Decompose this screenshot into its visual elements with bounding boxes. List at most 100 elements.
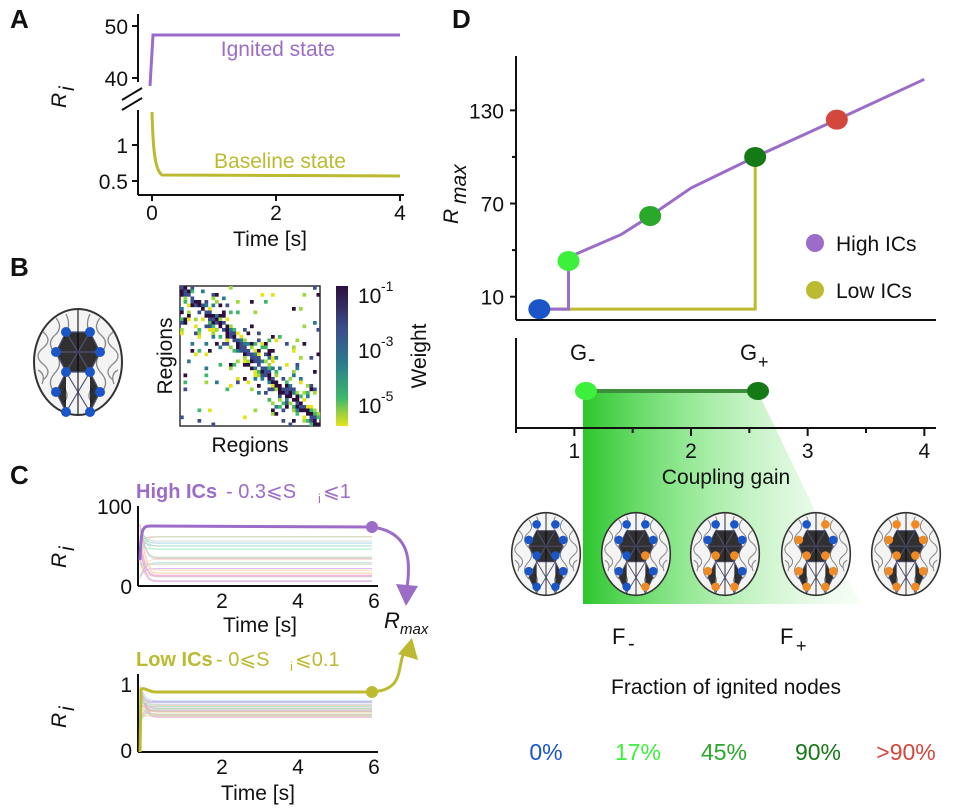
matrix-cell [211, 314, 216, 318]
matrix-cell [236, 310, 240, 315]
matrix-cell [211, 303, 216, 308]
matrix-cell [292, 349, 296, 353]
matrix-cell [302, 398, 307, 402]
matrix-cell [260, 293, 265, 297]
matrix-cell [183, 317, 188, 322]
matrix-cell [299, 380, 303, 385]
node-trace [139, 548, 372, 582]
matrix-cell [183, 387, 188, 392]
matrix-cell [225, 328, 230, 332]
high-ics-node-traces [139, 523, 372, 582]
matrix-cell [236, 377, 240, 381]
matrix-cell [257, 338, 261, 343]
matrix-cell [295, 366, 300, 371]
brain-node [532, 551, 541, 560]
matrix-cell [260, 370, 265, 374]
brain-icon-4 [870, 511, 942, 597]
matrix-cell [292, 307, 296, 311]
matrix-cell [271, 387, 275, 392]
matrix-cell [215, 317, 219, 322]
panel-c-bottom-xlabel: Time [s] [221, 782, 295, 805]
matrix-cell [215, 300, 219, 304]
matrix-cell [183, 373, 188, 378]
matrix-cell [180, 286, 184, 290]
matrix-cell [180, 415, 184, 420]
matrix-cell [225, 331, 230, 336]
panel-c: C High ICs - 0.3⩽S i ⩽1 100 0 2 4 6 Time… [10, 460, 429, 805]
matrix-cell [267, 356, 272, 360]
matrix-cell [197, 310, 202, 315]
xtick-label: 4 [918, 440, 930, 463]
panel-a: A 50 40 1 0.5 0 2 4 Time [s] R i Ignited… [10, 4, 406, 251]
matrix-cell [246, 352, 251, 357]
data-point [825, 109, 848, 130]
matrix-cell [239, 349, 244, 353]
matrix-cell [243, 356, 247, 360]
matrix-cell [208, 349, 212, 353]
matrix-cell [295, 391, 300, 395]
matrix-cell [253, 342, 258, 346]
svg-text:i: i [56, 545, 79, 551]
matrix-cell [274, 338, 279, 343]
matrix-cell [232, 349, 237, 353]
matrix-cell [295, 412, 300, 416]
matrix-cell [208, 314, 212, 318]
matrix-cell [281, 419, 286, 423]
low-ics-title: Low ICs - 0⩽S i ⩽0.1 [136, 649, 340, 674]
matrix-cell [309, 356, 314, 360]
matrix-cell [208, 310, 212, 315]
matrix-cell [285, 384, 289, 388]
matrix-cell [250, 345, 254, 350]
brain-node [558, 535, 568, 545]
matrix-cell [295, 408, 300, 413]
matrix-cell [313, 286, 317, 290]
matrix-cell [194, 352, 198, 357]
svg-text:G: G [740, 340, 757, 365]
matrix-cell [292, 419, 296, 423]
matrix-cell [316, 412, 321, 416]
svg-text:- 0⩽S: - 0⩽S [216, 649, 269, 671]
matrix-cell [201, 317, 205, 322]
svg-text:R: R [384, 608, 400, 633]
low-ics-arrowhead [398, 638, 418, 660]
matrix-cell [257, 373, 261, 378]
svg-text:-5: -5 [381, 388, 394, 404]
matrix-cell [302, 419, 307, 423]
matrix-cell [299, 408, 303, 413]
brain-node [892, 582, 901, 592]
matrix-cell [187, 289, 191, 294]
colorbar-tick: 10 -3 [358, 333, 394, 363]
brain-node [821, 582, 830, 592]
g-minus-point [575, 382, 597, 400]
matrix-cell [285, 391, 289, 395]
matrix-cell [208, 408, 212, 413]
brain-node [918, 566, 928, 576]
matrix-cell [201, 307, 205, 311]
matrix-cell [187, 310, 191, 315]
matrix-cell [194, 303, 198, 308]
g-plus-point [747, 382, 769, 400]
matrix-cell [271, 408, 275, 413]
matrix-cell [260, 366, 265, 371]
matrix-cell [271, 335, 275, 339]
brain-node [892, 551, 901, 560]
brain-node [828, 566, 838, 576]
matrix-cell [236, 300, 240, 304]
matrix-cell [208, 328, 212, 332]
legend: High ICs Low ICs [806, 233, 917, 303]
matrix-cell [204, 314, 209, 318]
brain-node [558, 566, 568, 576]
svg-text:⩽1: ⩽1 [323, 481, 351, 503]
matrix-cell [187, 303, 191, 308]
matrix-cell [222, 296, 226, 301]
matrix-cell [278, 387, 282, 392]
svg-text:+: + [796, 636, 807, 656]
matrix-cell [211, 321, 216, 325]
svg-text:G: G [570, 340, 587, 365]
matrix-cell [236, 380, 240, 385]
ignition-brains [510, 511, 942, 597]
matrix-cell [292, 405, 296, 409]
matrix-cell [299, 377, 303, 381]
baseline-state-label: Baseline state [214, 150, 346, 173]
matrix-cell [236, 331, 240, 336]
